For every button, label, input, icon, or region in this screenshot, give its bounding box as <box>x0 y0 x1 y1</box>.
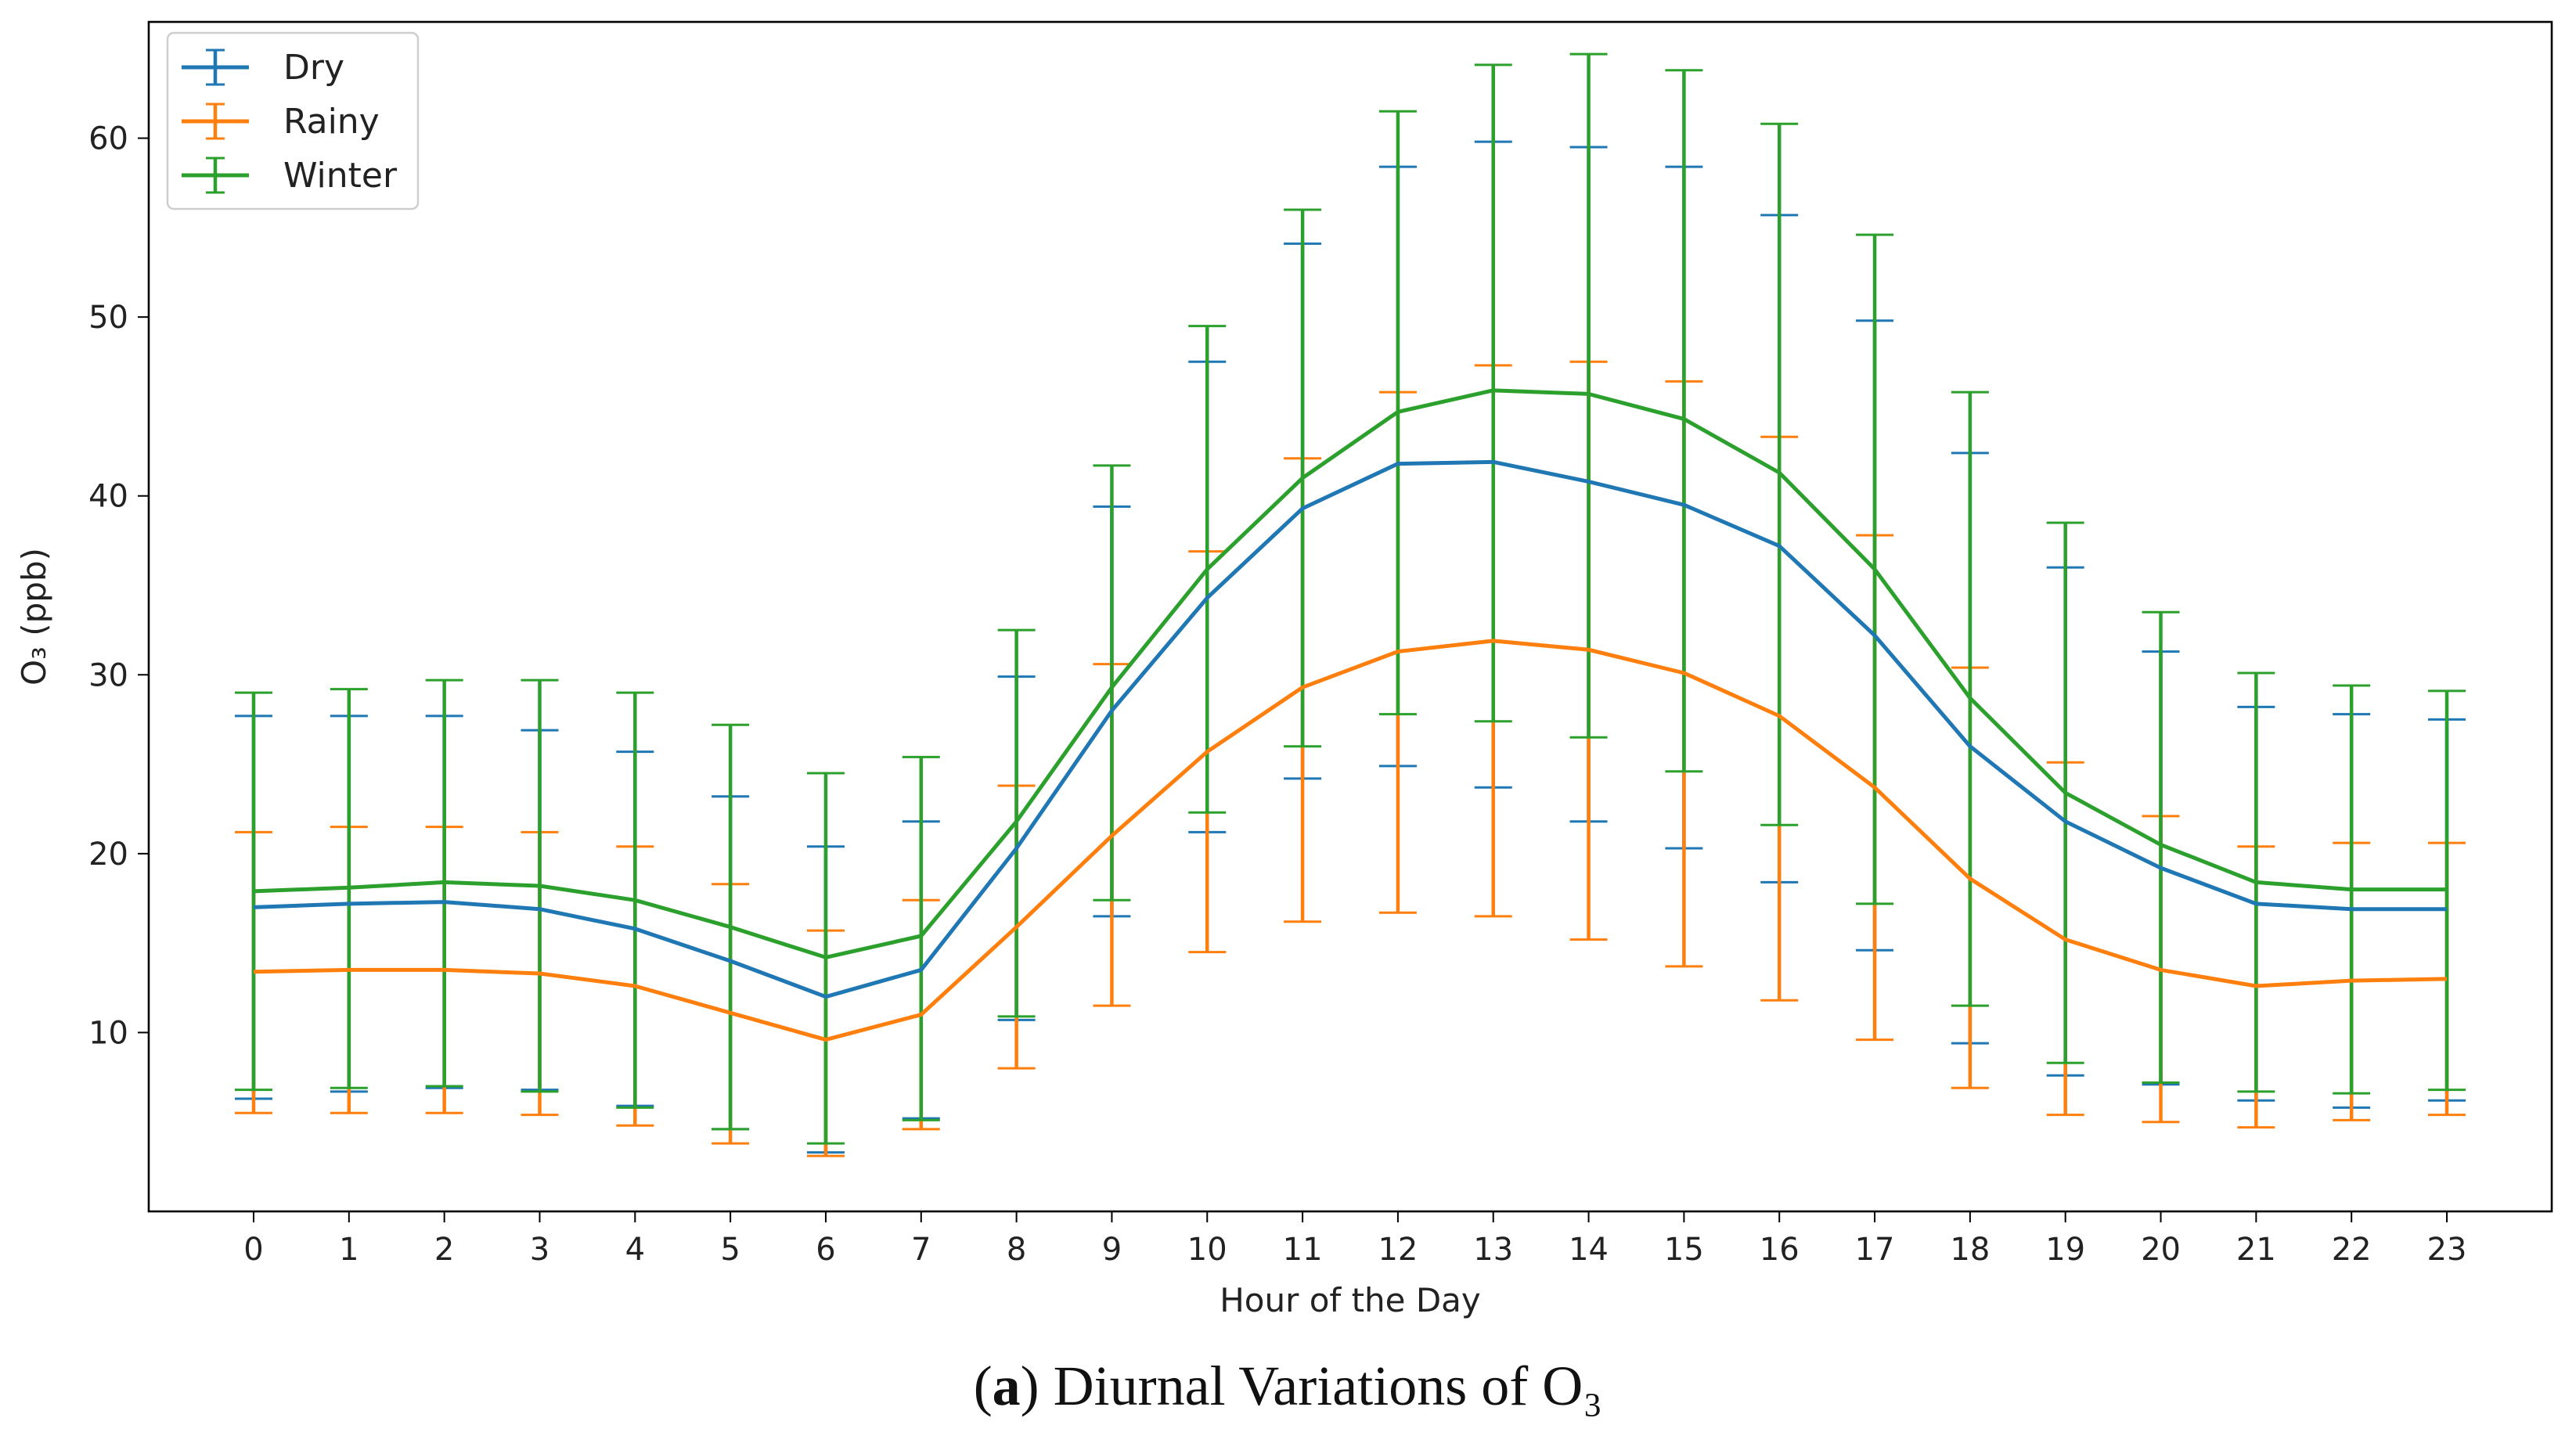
plot-frame <box>147 20 2553 1213</box>
y-tick-label: 30 <box>88 657 128 693</box>
legend-label-rainy: Rainy <box>283 102 380 142</box>
x-tick-label: 0 <box>243 1232 263 1268</box>
x-tick-label: 1 <box>339 1232 358 1268</box>
x-tick-label: 18 <box>1950 1232 1990 1268</box>
legend-label-winter: Winter <box>283 156 398 196</box>
series-layer <box>235 52 2466 1157</box>
x-tick-label: 12 <box>1378 1232 1418 1268</box>
y-tick-label: 40 <box>88 479 128 515</box>
y-tick-label: 50 <box>88 300 128 336</box>
y-tick-label: 20 <box>88 837 128 873</box>
y-tick-label: 10 <box>88 1015 128 1051</box>
x-tick-label: 6 <box>816 1232 835 1268</box>
x-tick-label: 15 <box>1664 1232 1704 1268</box>
x-tick-label: 13 <box>1473 1232 1513 1268</box>
legend: Dry Rainy Winter <box>166 31 420 211</box>
x-tick-label: 19 <box>2045 1232 2085 1268</box>
legend-frame <box>166 31 420 211</box>
series-rainy <box>235 360 2466 1157</box>
caption-text: Diurnal Variations of O₃ <box>1053 1355 1603 1417</box>
x-tick-label: 22 <box>2332 1232 2372 1268</box>
x-tick-label: 20 <box>2141 1232 2181 1268</box>
series-line-rainy <box>253 639 2448 1042</box>
x-tick-label: 23 <box>2427 1232 2467 1268</box>
x-tick-label: 3 <box>530 1232 549 1268</box>
x-axis-ticks: 0 1 2 3 4 5 6 7 8 9 10 11 12 13 14 15 16 17 18 19 20 21 22 23 <box>243 1211 2466 1268</box>
x-tick-label: 2 <box>434 1232 454 1268</box>
series-line-winter <box>253 388 2447 959</box>
x-tick-label: 17 <box>1855 1232 1895 1268</box>
x-tick-label: 14 <box>1569 1232 1609 1268</box>
series-winter <box>235 52 2466 1145</box>
y-axis-label: O₃ (ppb) <box>15 548 53 686</box>
x-tick-label: 5 <box>720 1232 740 1268</box>
figure-caption: (a) Diurnal Variations of O₃ <box>973 1355 1603 1417</box>
y-tick-label: 60 <box>88 121 128 157</box>
x-tick-label: 4 <box>625 1232 645 1268</box>
y-axis-ticks: 10 20 30 40 50 60 <box>88 121 149 1051</box>
series-line-dry <box>253 459 2447 999</box>
x-tick-label: 7 <box>911 1232 931 1268</box>
x-axis-label: Hour of the Day <box>1220 1281 1481 1319</box>
x-tick-label: 11 <box>1283 1232 1323 1268</box>
x-tick-label: 8 <box>1007 1232 1026 1268</box>
caption-panel-label: a <box>992 1355 1021 1417</box>
series-dry <box>235 140 2466 1154</box>
x-tick-label: 16 <box>1760 1232 1800 1268</box>
x-tick-label: 21 <box>2236 1232 2276 1268</box>
x-tick-label: 10 <box>1187 1232 1227 1268</box>
legend-label-dry: Dry <box>283 48 344 88</box>
x-tick-label: 9 <box>1102 1232 1122 1268</box>
